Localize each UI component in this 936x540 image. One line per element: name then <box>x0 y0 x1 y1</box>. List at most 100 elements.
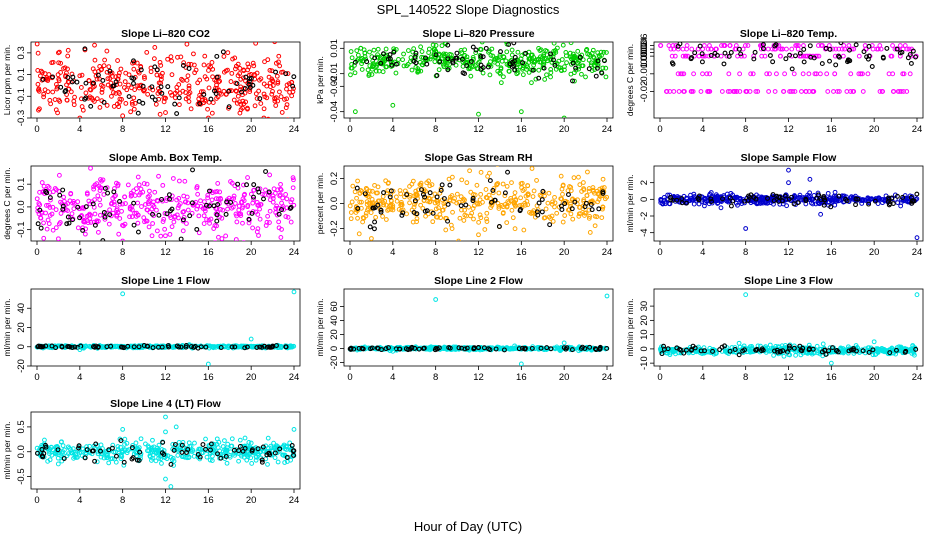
data-point-black <box>150 211 155 217</box>
data-point <box>47 213 53 218</box>
data-point <box>102 57 108 63</box>
data-point-black <box>165 84 171 90</box>
data-point <box>182 199 188 205</box>
data-point-black <box>93 441 99 447</box>
data-points <box>34 414 297 489</box>
data-point-black <box>117 199 122 204</box>
data-point <box>744 89 750 94</box>
data-point-black <box>732 347 738 352</box>
data-point <box>559 196 565 202</box>
data-point <box>123 100 129 106</box>
data-point <box>469 210 475 216</box>
data-point-black <box>454 50 460 56</box>
data-point <box>348 49 354 54</box>
data-point-black <box>423 55 429 61</box>
data-point-black <box>551 57 556 63</box>
y-tick-label: -0.02 <box>639 81 650 103</box>
data-point-black <box>413 50 419 56</box>
data-point-black <box>485 64 491 70</box>
data-point <box>542 77 548 82</box>
data-point <box>561 67 567 73</box>
x-tick-label: 16 <box>516 247 527 258</box>
data-point-black <box>587 344 593 350</box>
data-point-black <box>101 99 107 105</box>
data-point <box>774 71 779 77</box>
data-point <box>36 88 42 94</box>
chart-title: Slope Line 1 Flow <box>121 275 211 287</box>
data-point-black <box>853 42 859 48</box>
data-point-black <box>736 352 742 358</box>
data-point-black <box>814 195 820 201</box>
data-point <box>235 73 241 79</box>
data-point <box>55 110 60 116</box>
data-point <box>373 68 379 74</box>
data-point-black <box>838 42 844 46</box>
data-point <box>373 190 379 196</box>
data-point <box>188 106 194 112</box>
data-point <box>446 176 452 182</box>
data-point <box>77 73 83 79</box>
data-point <box>290 185 296 191</box>
data-point <box>56 221 62 227</box>
data-point-black <box>914 191 920 197</box>
data-point-black <box>186 66 192 71</box>
data-point <box>215 181 221 186</box>
data-point <box>705 89 711 94</box>
data-point <box>267 80 273 86</box>
data-point <box>145 443 151 449</box>
data-point-black <box>261 343 267 349</box>
data-point <box>520 72 526 78</box>
data-point <box>603 74 609 80</box>
data-point <box>190 128 194 132</box>
data-point <box>198 198 203 204</box>
data-point-black <box>69 345 75 350</box>
x-tick-label: 16 <box>826 124 837 135</box>
data-point <box>111 202 117 208</box>
data-point-black <box>58 84 64 90</box>
data-point <box>380 194 386 199</box>
data-point <box>159 460 164 466</box>
data-point <box>584 193 590 199</box>
data-point <box>803 89 809 94</box>
data-point <box>41 94 47 100</box>
data-point <box>233 211 239 217</box>
data-point <box>665 192 671 198</box>
data-point <box>242 435 248 441</box>
data-point-black <box>364 59 370 65</box>
data-point <box>149 233 155 239</box>
data-point <box>254 96 260 101</box>
data-point-black <box>782 193 788 199</box>
figure-title: SPL_140522 Slope Diagnostics <box>377 2 560 17</box>
outlier-point <box>352 109 358 115</box>
data-point <box>702 196 708 202</box>
chart-title: Slope Line 2 Flow <box>434 275 524 287</box>
data-point-black <box>131 344 137 350</box>
data-point <box>560 42 566 48</box>
data-point <box>207 457 213 463</box>
data-point <box>363 185 369 191</box>
data-point-black <box>791 201 797 207</box>
data-point-black <box>505 169 510 175</box>
data-point <box>537 192 543 198</box>
data-point <box>576 211 582 217</box>
data-point <box>548 67 554 72</box>
data-point <box>766 89 772 94</box>
data-point-black <box>441 196 447 201</box>
data-point-black <box>602 58 607 64</box>
data-point-black <box>566 192 571 197</box>
data-point <box>550 218 556 224</box>
data-point-black <box>125 343 131 349</box>
data-point-black <box>92 222 98 228</box>
data-point <box>210 74 215 80</box>
data-point <box>866 345 872 351</box>
data-point <box>147 453 153 459</box>
data-point <box>534 178 539 183</box>
data-point <box>851 89 857 94</box>
data-point <box>248 455 254 461</box>
data-point-black <box>463 202 469 208</box>
data-point-black <box>47 195 53 201</box>
data-point <box>487 72 493 78</box>
data-point <box>195 203 201 209</box>
data-point <box>750 71 756 77</box>
data-point <box>275 80 281 86</box>
